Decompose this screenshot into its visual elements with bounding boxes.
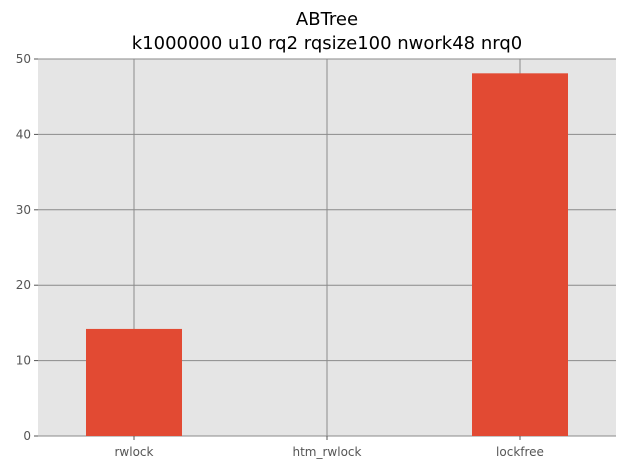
bar-lockfree xyxy=(472,73,568,437)
y-tick-label: 20 xyxy=(16,278,31,292)
chart-subtitle: k1000000 u10 rq2 rqsize100 nwork48 nrq0 xyxy=(132,33,522,54)
y-tick-label: 30 xyxy=(16,203,31,217)
x-tick-label: rwlock xyxy=(115,445,154,459)
x-axis-ticks: rwlock htm_rwlock lockfree xyxy=(115,436,544,459)
x-tick-label: lockfree xyxy=(496,445,544,459)
chart-title: ABTree xyxy=(296,9,358,30)
x-tick-label: htm_rwlock xyxy=(293,445,362,459)
y-axis-ticks: 0 10 20 30 40 50 xyxy=(16,52,38,443)
y-tick-label: 10 xyxy=(16,354,31,368)
bars xyxy=(86,73,568,437)
y-tick-label: 0 xyxy=(23,429,31,443)
y-tick-label: 40 xyxy=(16,127,31,141)
y-tick-label: 50 xyxy=(16,52,31,66)
bar-rwlock xyxy=(86,328,182,436)
